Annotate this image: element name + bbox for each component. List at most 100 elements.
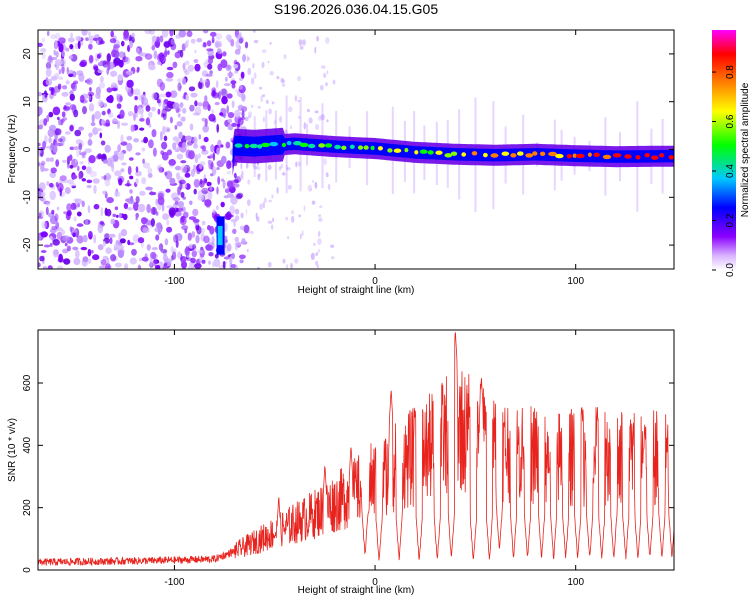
signal-blob — [575, 153, 585, 159]
noise-speckle — [198, 81, 203, 89]
noise-speckle — [38, 91, 42, 97]
noise-speckle — [308, 117, 313, 124]
noise-speckle — [114, 262, 122, 268]
noise-speckle — [285, 216, 289, 221]
noise-speckle — [133, 88, 141, 96]
noise-speckle — [184, 60, 190, 66]
noise-speckle — [55, 181, 59, 188]
noise-speckle — [221, 155, 227, 164]
noise-speckle — [177, 113, 181, 118]
noise-speckle — [210, 31, 217, 37]
noise-speckle — [76, 223, 84, 227]
noise-speckle — [137, 264, 142, 269]
noise-speckle — [172, 142, 177, 151]
noise-speckle — [184, 172, 191, 178]
noise-speckle — [224, 222, 228, 232]
noise-speckle — [141, 147, 146, 152]
noise-speckle — [211, 87, 217, 94]
noise-speckle — [51, 226, 58, 230]
signal-blob — [517, 151, 524, 156]
noise-speckle — [147, 167, 153, 175]
noise-speckle — [157, 222, 162, 228]
noise-speckle — [141, 256, 149, 262]
noise-speckle — [215, 80, 219, 89]
noise-speckle — [110, 254, 117, 262]
noise-speckle — [113, 44, 120, 49]
noise-speckle — [139, 190, 146, 196]
noise-speckle — [147, 173, 153, 178]
noise-speckle — [226, 93, 233, 99]
noise-speckle — [271, 101, 275, 105]
noise-speckle — [117, 175, 125, 183]
noise-speckle — [88, 43, 93, 50]
noise-speckle — [247, 57, 251, 61]
noise-speckle — [45, 68, 52, 77]
noise-speckle — [82, 234, 88, 243]
signal-blob — [269, 141, 279, 147]
noise-speckle — [241, 238, 246, 245]
noise-speckle — [97, 69, 104, 74]
noise-speckle — [86, 78, 93, 85]
noise-speckle — [291, 215, 295, 223]
noise-speckle — [325, 172, 329, 178]
noise-speckle — [234, 236, 239, 243]
noise-speckle — [59, 187, 62, 197]
noise-speckle — [65, 80, 70, 85]
noise-speckle — [162, 265, 167, 269]
noise-speckle — [303, 122, 306, 130]
noise-speckle — [130, 124, 135, 132]
noise-speckle — [136, 69, 140, 73]
noise-speckle — [288, 106, 293, 113]
noise-speckle — [45, 157, 51, 162]
noise-speckle — [135, 56, 143, 62]
noise-speckle — [89, 170, 97, 178]
noise-speckle — [93, 184, 97, 194]
noise-speckle — [99, 220, 105, 225]
noise-speckle — [38, 212, 42, 217]
noise-speckle — [204, 199, 212, 207]
noise-speckle — [190, 168, 195, 178]
noise-speckle — [81, 178, 87, 182]
noise-speckle — [69, 146, 75, 151]
noise-speckle — [148, 139, 154, 149]
noise-speckle — [233, 64, 239, 69]
noise-speckle — [151, 92, 158, 100]
noise-speckle — [40, 48, 47, 53]
noise-speckle — [326, 70, 329, 74]
noise-speckle — [124, 263, 129, 269]
noise-speckle — [38, 233, 42, 241]
noise-speckle — [196, 249, 204, 254]
noise-speckle — [184, 135, 193, 141]
noise-speckle — [222, 179, 226, 189]
noise-speckle — [81, 165, 87, 171]
noise-speckle — [235, 215, 240, 221]
noise-speckle — [145, 105, 151, 112]
noise-speckle — [90, 249, 94, 254]
noise-speckle — [110, 218, 116, 225]
noise-speckle — [109, 38, 117, 44]
noise-speckle — [43, 244, 51, 248]
noise-speckle — [61, 111, 66, 118]
noise-speckle — [82, 256, 89, 263]
noise-speckle — [106, 197, 114, 204]
noise-speckle — [112, 118, 118, 124]
noise-speckle — [148, 191, 157, 196]
noise-speckle — [182, 78, 187, 85]
noise-speckle — [187, 232, 192, 241]
noise-speckle — [241, 110, 245, 119]
noise-speckle — [46, 30, 50, 37]
noise-speckle — [234, 243, 238, 251]
noise-speckle — [48, 182, 54, 188]
noise-speckle — [157, 228, 161, 236]
noise-speckle — [226, 105, 229, 114]
noise-speckle — [119, 109, 125, 119]
noise-speckle — [172, 197, 181, 202]
noise-speckle — [62, 159, 67, 163]
noise-speckle — [135, 166, 139, 173]
colorbar: 0.0 0.2 0.4 0.6 0.8 Normalized spectral ampl… — [712, 30, 750, 277]
noise-speckle — [87, 258, 92, 265]
noise-speckle — [141, 217, 148, 225]
noise-speckle — [201, 187, 209, 194]
noise-speckle — [204, 95, 208, 102]
y-tick-label: 20 — [22, 48, 33, 60]
